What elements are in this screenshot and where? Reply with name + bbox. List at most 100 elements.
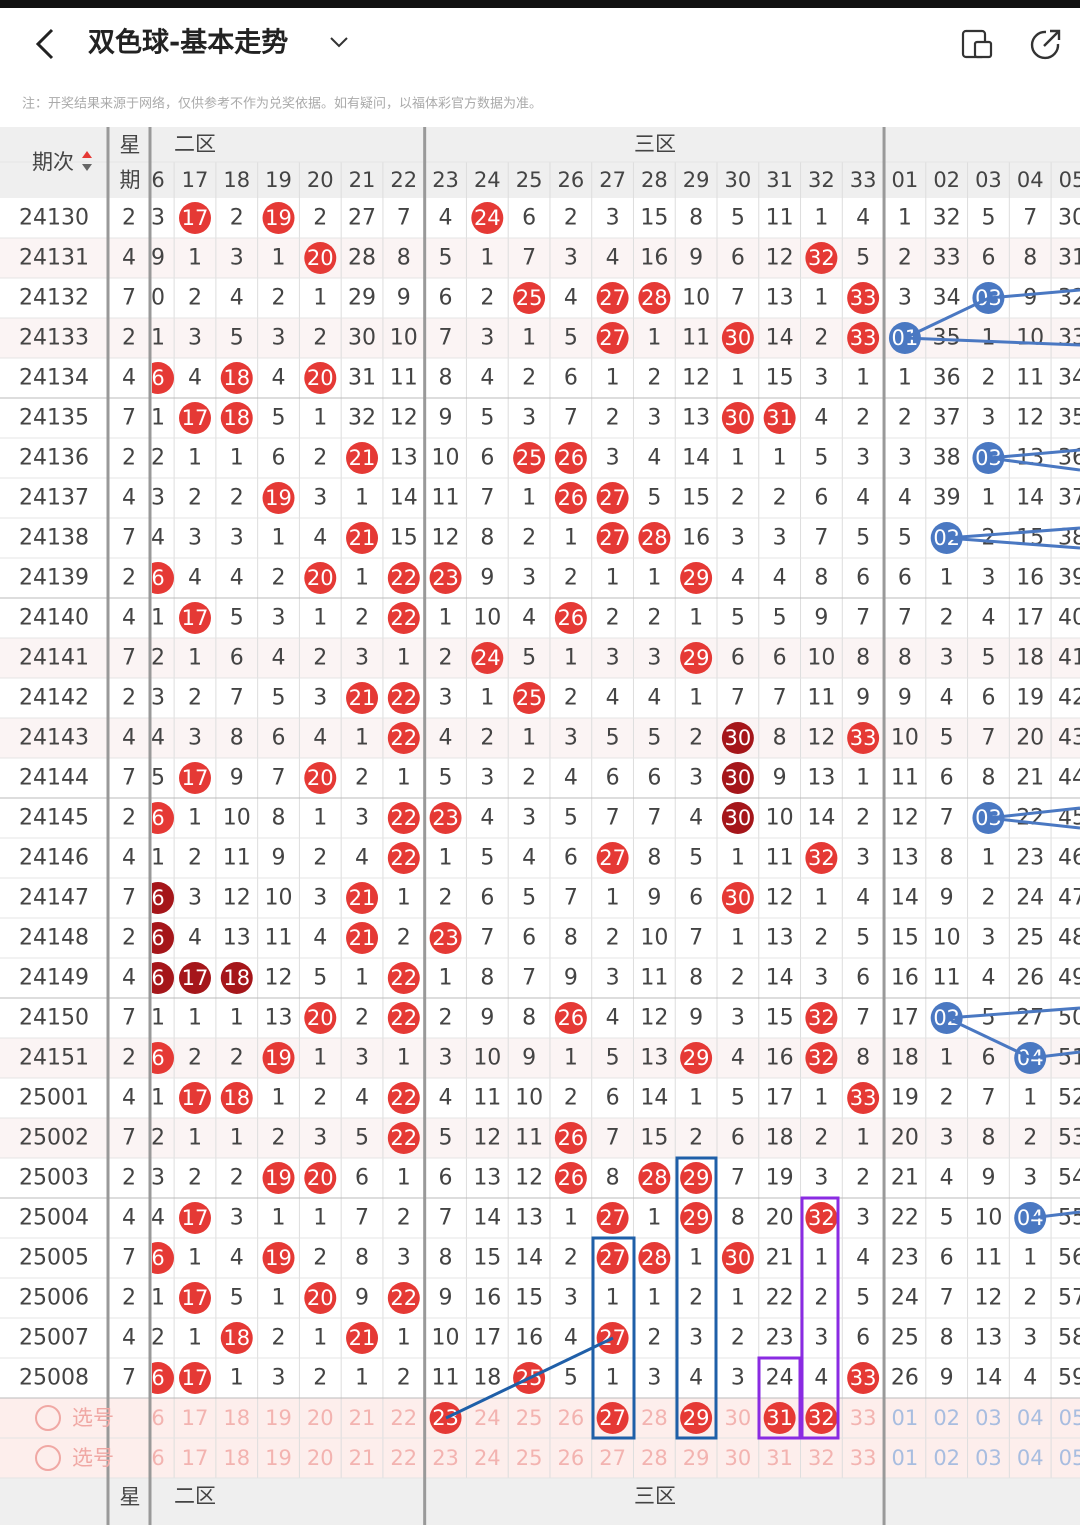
weekday: 4 xyxy=(122,1326,136,1351)
select-number[interactable]: 22 xyxy=(390,1446,417,1470)
select-number[interactable]: 26 xyxy=(557,1446,584,1470)
select-number[interactable]: 21 xyxy=(349,1446,376,1470)
title-dropdown[interactable] xyxy=(330,37,348,48)
select-number[interactable]: 28 xyxy=(641,1446,668,1470)
column-header: 32 xyxy=(808,168,835,192)
select-number[interactable]: 01 xyxy=(892,1406,919,1430)
hit-number: 25 xyxy=(516,446,543,470)
column-header: 02 xyxy=(933,168,960,192)
select-number[interactable]: 01 xyxy=(892,1446,919,1470)
select-number[interactable]: 19 xyxy=(265,1406,292,1430)
miss-count: 4 xyxy=(188,926,202,951)
share-icon[interactable] xyxy=(1030,29,1061,60)
select-number[interactable]: 6 xyxy=(151,1406,165,1430)
select-label[interactable]: 选号 xyxy=(72,1446,114,1470)
select-number[interactable]: 33 xyxy=(850,1406,877,1430)
miss-count: 37 xyxy=(933,406,961,431)
select-radio[interactable] xyxy=(35,1405,61,1431)
select-number[interactable]: 30 xyxy=(725,1446,752,1470)
selected-ball[interactable] xyxy=(429,1402,462,1434)
hit-ball xyxy=(554,482,587,514)
miss-count: 30 xyxy=(1058,206,1080,231)
miss-count: 1 xyxy=(355,486,369,511)
select-number[interactable]: 31 xyxy=(766,1446,793,1470)
select-label[interactable]: 选号 xyxy=(72,1406,114,1430)
miss-count: 11 xyxy=(766,206,794,231)
select-number[interactable]: 30 xyxy=(725,1406,752,1430)
select-number[interactable]: 17 xyxy=(182,1446,209,1470)
miss-count: 8 xyxy=(522,1006,536,1031)
select-number[interactable]: 6 xyxy=(151,1446,165,1470)
sort-up[interactable] xyxy=(82,151,92,158)
selected-ball[interactable] xyxy=(680,1402,713,1434)
select-number[interactable]: 21 xyxy=(349,1406,376,1430)
miss-count: 2 xyxy=(188,686,202,711)
back-button[interactable] xyxy=(35,28,54,60)
select-number[interactable]: 19 xyxy=(265,1446,292,1470)
selected-ball[interactable] xyxy=(596,1402,629,1434)
select-number[interactable]: 27 xyxy=(599,1406,626,1430)
miss-count: 1 xyxy=(647,566,661,591)
miss-count: 1 xyxy=(397,766,411,791)
select-number[interactable]: 04 xyxy=(1017,1446,1044,1470)
miss-count: 9 xyxy=(647,886,661,911)
select-number[interactable]: 32 xyxy=(808,1406,835,1430)
hit-ball xyxy=(304,362,337,394)
select-number[interactable]: 05 xyxy=(1059,1446,1080,1470)
miss-count: 6 xyxy=(439,1166,453,1191)
hit-ball xyxy=(471,202,504,234)
miss-count: 3 xyxy=(480,326,494,351)
switch-icon[interactable] xyxy=(961,29,993,59)
period: 24141 xyxy=(19,646,89,671)
select-number[interactable]: 03 xyxy=(975,1406,1002,1430)
select-number[interactable]: 05 xyxy=(1059,1406,1080,1430)
selected-ball[interactable] xyxy=(805,1402,838,1434)
select-number[interactable]: 24 xyxy=(474,1406,501,1430)
hit-number: 33 xyxy=(850,1086,877,1110)
miss-count: 23 xyxy=(1016,846,1044,871)
select-number[interactable]: 03 xyxy=(975,1446,1002,1470)
miss-count: 27 xyxy=(348,206,376,231)
miss-count: 9 xyxy=(940,1366,954,1391)
select-number[interactable]: 25 xyxy=(516,1446,543,1470)
select-number[interactable]: 25 xyxy=(516,1406,543,1430)
select-number[interactable]: 26 xyxy=(557,1406,584,1430)
miss-count: 7 xyxy=(647,806,661,831)
miss-count: 4 xyxy=(731,1046,745,1071)
miss-count: 31 xyxy=(348,366,376,391)
miss-count: 2 xyxy=(480,726,494,751)
select-number[interactable]: 20 xyxy=(307,1406,334,1430)
period-label[interactable]: 期次 xyxy=(32,150,74,174)
select-number[interactable]: 23 xyxy=(432,1406,459,1430)
miss-count: 5 xyxy=(689,846,703,871)
column-header: 29 xyxy=(683,168,710,192)
hit-number: 23 xyxy=(432,566,459,590)
select-number[interactable]: 32 xyxy=(808,1446,835,1470)
select-number[interactable]: 29 xyxy=(683,1446,710,1470)
hit-ball xyxy=(513,442,546,474)
select-number[interactable]: 33 xyxy=(850,1446,877,1470)
select-number[interactable]: 17 xyxy=(182,1406,209,1430)
select-number[interactable]: 27 xyxy=(599,1446,626,1470)
select-number[interactable]: 28 xyxy=(641,1406,668,1430)
miss-count: 3 xyxy=(689,766,703,791)
select-number[interactable]: 18 xyxy=(223,1406,250,1430)
selected-ball[interactable] xyxy=(763,1402,796,1434)
miss-count: 2 xyxy=(1023,1286,1037,1311)
miss-count: 55 xyxy=(1058,1206,1080,1231)
select-number[interactable]: 04 xyxy=(1017,1406,1044,1430)
select-number[interactable]: 02 xyxy=(933,1446,960,1470)
select-number[interactable]: 31 xyxy=(766,1406,793,1430)
miss-count: 7 xyxy=(856,606,870,631)
select-number[interactable]: 20 xyxy=(307,1446,334,1470)
select-number[interactable]: 24 xyxy=(474,1446,501,1470)
select-number[interactable]: 22 xyxy=(390,1406,417,1430)
select-number[interactable]: 29 xyxy=(683,1406,710,1430)
select-number[interactable]: 18 xyxy=(223,1446,250,1470)
miss-count: 23 xyxy=(766,1326,794,1351)
select-radio[interactable] xyxy=(35,1445,61,1471)
select-number[interactable]: 23 xyxy=(432,1446,459,1470)
miss-count: 20 xyxy=(1016,726,1044,751)
sort-down[interactable] xyxy=(82,164,92,171)
select-number[interactable]: 02 xyxy=(933,1406,960,1430)
